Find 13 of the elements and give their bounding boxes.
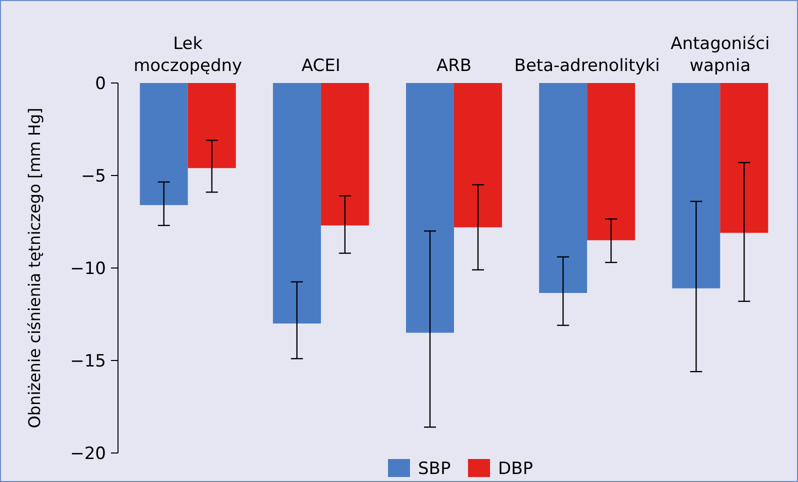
y-tick-label: −20 <box>70 444 106 464</box>
legend-label: DBP <box>498 458 534 479</box>
x-tick-label: ARB <box>436 56 472 76</box>
x-tick-label: Antagoniści wapnia <box>670 34 770 76</box>
x-tick-label: Beta-adrenolityki <box>514 56 660 76</box>
legend-label: SBP <box>418 458 451 479</box>
y-tick-label: −10 <box>70 258 106 279</box>
y-tick-label: 0 <box>95 74 106 94</box>
x-tick-label: Lek moczopędny <box>134 34 242 76</box>
y-axis-title: Obniżenie ciśnienia tętniczego [mm Hg] <box>25 108 44 428</box>
y-tick-label: −15 <box>70 351 106 372</box>
y-tick-label: −5 <box>80 166 106 186</box>
x-tick-label: ACEI <box>301 56 340 76</box>
